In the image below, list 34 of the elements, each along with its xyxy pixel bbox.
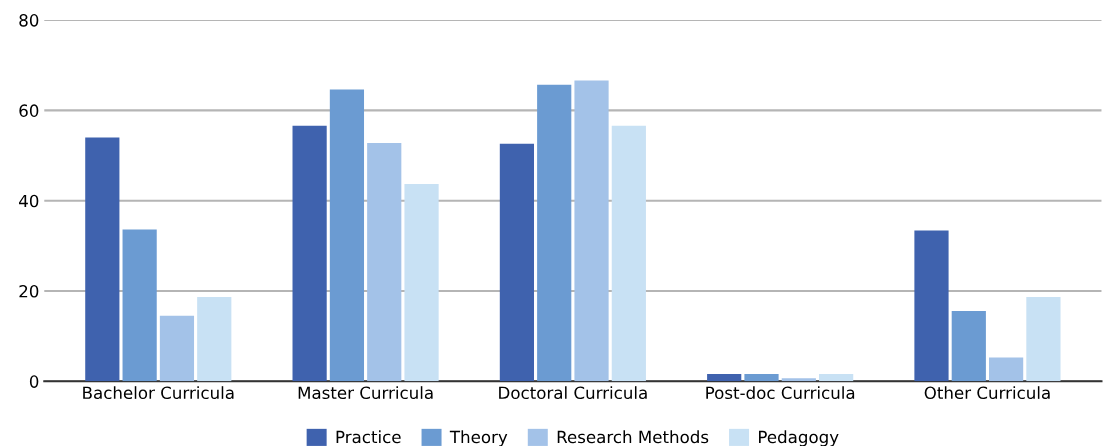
bar [537, 84, 572, 382]
legend-label: Pedagogy [759, 430, 839, 446]
y-tick-label: 0 [29, 375, 39, 388]
bar [611, 125, 646, 382]
x-tick-label: Bachelor Curricula [83, 386, 234, 400]
x-tick-label: Doctoral Curricula [499, 386, 647, 400]
bar [819, 374, 854, 382]
bar [744, 374, 779, 382]
x-tick-label: Master Curricula [298, 386, 433, 400]
bar [329, 89, 365, 382]
bar [404, 183, 439, 382]
bar [1026, 296, 1061, 382]
bar [499, 143, 535, 382]
bar [989, 357, 1024, 382]
legend-label: Practice [336, 430, 401, 444]
bar [85, 137, 120, 382]
bar [914, 230, 949, 382]
bar [122, 229, 157, 382]
bar [367, 142, 402, 382]
x-tick-label: Other Curricula [924, 386, 1050, 400]
y-tick-label: 20 [19, 284, 39, 298]
legend-label: Theory [449, 430, 508, 446]
legend-label: Research Methods [557, 430, 709, 444]
bar [707, 374, 742, 382]
x-tick-label: Post-doc Curricula [706, 386, 855, 400]
bar [159, 315, 195, 382]
bar [574, 80, 609, 382]
bar [781, 378, 816, 382]
y-tick-label: 60 [19, 104, 39, 117]
y-tick-label: 40 [19, 194, 39, 208]
bar [292, 125, 327, 382]
y-tick-label: 80 [19, 14, 39, 27]
bar [951, 310, 986, 382]
bar [197, 296, 232, 382]
